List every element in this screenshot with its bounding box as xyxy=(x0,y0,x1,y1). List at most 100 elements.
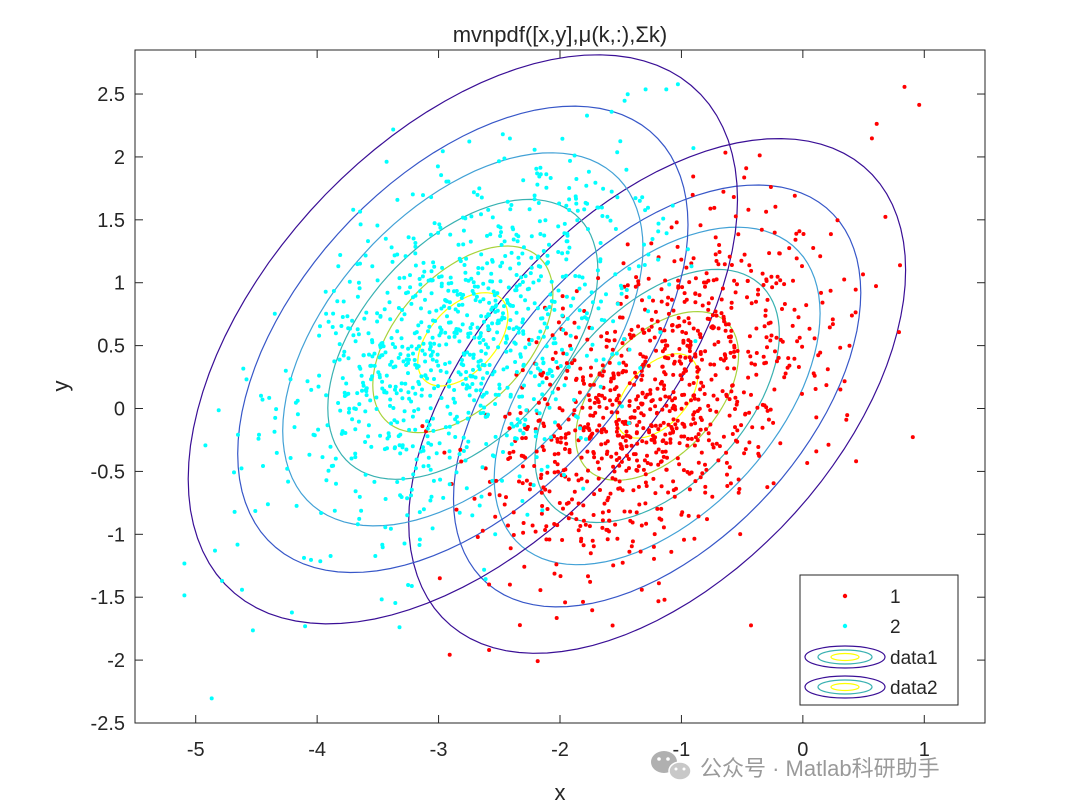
point-series-1 xyxy=(648,462,653,467)
point-series-2 xyxy=(389,245,394,250)
point-series-1 xyxy=(765,408,770,413)
point-series-2 xyxy=(335,299,340,304)
point-series-1 xyxy=(598,488,602,492)
point-series-2 xyxy=(642,263,647,267)
point-series-2 xyxy=(426,329,430,334)
point-series-2 xyxy=(421,193,425,198)
point-series-2 xyxy=(341,299,346,304)
point-series-2 xyxy=(547,367,552,372)
point-series-2 xyxy=(517,394,522,399)
point-series-1 xyxy=(747,263,752,268)
point-series-1 xyxy=(703,490,708,495)
point-series-2 xyxy=(463,458,468,463)
point-series-1 xyxy=(522,564,527,569)
point-series-2 xyxy=(562,221,567,226)
x-tick-label: -5 xyxy=(187,739,205,761)
point-series-2 xyxy=(439,396,444,400)
point-series-2 xyxy=(693,339,698,344)
point-series-2 xyxy=(577,274,582,279)
point-series-2 xyxy=(241,366,246,371)
point-series-1 xyxy=(639,377,644,382)
point-series-2 xyxy=(534,455,539,460)
contour-data1 xyxy=(452,184,862,608)
point-series-1 xyxy=(599,334,604,339)
point-series-1 xyxy=(668,431,673,436)
point-series-2 xyxy=(395,480,400,484)
point-series-1 xyxy=(703,462,707,467)
point-series-1 xyxy=(723,356,728,361)
point-series-1 xyxy=(634,430,639,435)
point-series-2 xyxy=(514,310,519,315)
point-series-1 xyxy=(594,395,598,400)
point-series-2 xyxy=(400,443,405,448)
point-series-1 xyxy=(773,349,777,354)
point-series-1 xyxy=(669,549,674,554)
point-series-1 xyxy=(568,343,573,348)
point-series-2 xyxy=(432,221,437,226)
point-series-2 xyxy=(642,242,646,247)
point-series-1 xyxy=(735,282,739,287)
point-series-2 xyxy=(494,303,499,308)
point-series-1 xyxy=(581,599,585,604)
point-series-1 xyxy=(727,413,732,418)
point-series-2 xyxy=(566,365,571,369)
point-series-1 xyxy=(671,372,676,377)
point-series-1 xyxy=(693,300,698,305)
point-series-2 xyxy=(324,311,329,316)
point-series-1 xyxy=(800,344,805,349)
point-series-2 xyxy=(468,239,473,244)
point-series-2 xyxy=(409,301,414,306)
point-series-1 xyxy=(719,297,724,302)
point-series-1 xyxy=(582,425,587,430)
point-series-1 xyxy=(674,426,679,431)
point-series-2 xyxy=(577,308,582,313)
point-series-2 xyxy=(283,368,288,373)
point-series-2 xyxy=(379,341,384,346)
point-series-2 xyxy=(405,496,410,501)
point-series-1 xyxy=(580,405,585,410)
point-series-1 xyxy=(729,328,734,333)
point-series-2 xyxy=(489,307,494,312)
point-series-2 xyxy=(486,324,491,329)
point-series-2 xyxy=(361,380,365,385)
point-series-2 xyxy=(376,370,381,375)
point-series-1 xyxy=(671,417,676,422)
point-series-2 xyxy=(517,282,522,287)
point-series-1 xyxy=(600,525,605,530)
point-series-1 xyxy=(614,385,619,390)
point-series-2 xyxy=(411,351,415,356)
point-series-1 xyxy=(783,371,788,376)
point-series-1 xyxy=(727,465,732,470)
point-series-2 xyxy=(540,508,545,513)
point-series-2 xyxy=(348,326,352,331)
point-series-1 xyxy=(686,436,690,441)
point-series-2 xyxy=(464,445,469,450)
point-series-2 xyxy=(493,532,498,537)
point-series-2 xyxy=(560,313,565,318)
point-series-2 xyxy=(478,358,483,363)
point-series-2 xyxy=(421,507,426,512)
point-series-2 xyxy=(355,391,360,396)
point-series-1 xyxy=(655,319,660,324)
point-series-2 xyxy=(504,349,509,354)
y-tick-label: -1 xyxy=(107,524,125,546)
point-series-1 xyxy=(650,398,655,403)
x-tick-label: -1 xyxy=(673,739,691,761)
point-series-1 xyxy=(658,327,663,331)
point-series-2 xyxy=(292,425,297,430)
point-series-2 xyxy=(565,233,570,238)
point-series-2 xyxy=(407,396,412,401)
point-series-1 xyxy=(670,406,675,411)
point-series-2 xyxy=(260,397,265,402)
point-series-2 xyxy=(466,331,471,336)
point-series-1 xyxy=(668,437,673,442)
point-series-2 xyxy=(691,146,696,151)
point-series-2 xyxy=(350,417,355,422)
point-series-2 xyxy=(508,318,513,323)
point-series-2 xyxy=(331,311,336,316)
point-series-2 xyxy=(567,208,572,212)
point-series-1 xyxy=(679,434,684,439)
point-series-2 xyxy=(515,239,520,244)
point-series-1 xyxy=(644,484,649,488)
point-series-1 xyxy=(542,397,547,402)
